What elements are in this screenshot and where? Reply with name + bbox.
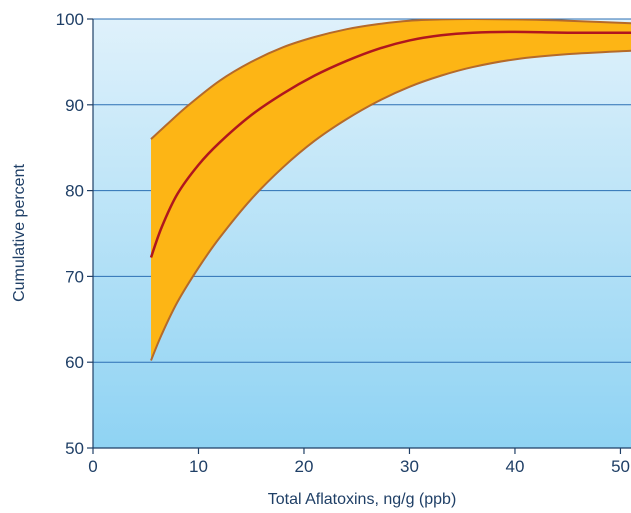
y-axis-ticks: 50 60 70 80 90 100: [56, 10, 93, 458]
y-tick-label: 70: [65, 267, 84, 286]
x-axis-ticks: 0 10 20 30 40 50: [88, 448, 630, 476]
x-tick-label: 0: [88, 457, 97, 476]
x-tick-label: 20: [295, 457, 314, 476]
x-tick-label: 40: [505, 457, 524, 476]
x-axis-title: Total Aflatoxins, ng/g (ppb): [268, 491, 457, 508]
y-axis-title: Cumulative percent: [11, 164, 28, 302]
x-tick-label: 50: [611, 457, 630, 476]
y-tick-label: 90: [65, 96, 84, 115]
y-tick-label: 60: [65, 353, 84, 372]
central-estimate-line: [149, 30, 631, 258]
confidence-band: [151, 19, 631, 361]
y-tick-label: 100: [56, 10, 84, 29]
upper-bound-line: [150, 19, 631, 140]
x-tick-label: 30: [400, 457, 419, 476]
y-tick-label: 50: [65, 439, 84, 458]
x-tick-label: 10: [189, 457, 208, 476]
y-tick-label: 80: [65, 182, 84, 201]
lower-bound-line: [150, 49, 631, 361]
